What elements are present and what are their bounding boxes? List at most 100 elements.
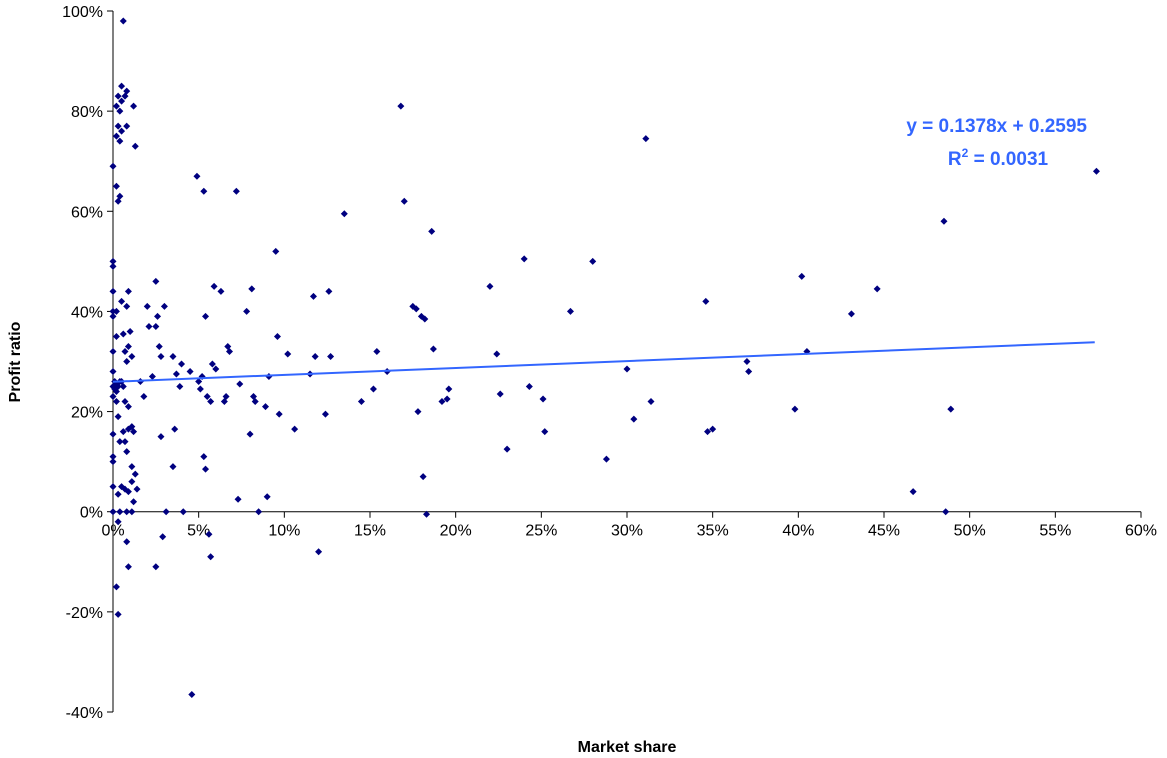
data-point xyxy=(162,508,170,516)
data-point xyxy=(130,428,138,436)
data-point xyxy=(630,415,638,423)
data-point xyxy=(143,302,151,310)
trendline-equation: y = 0.1378x + 0.2595 xyxy=(906,116,1087,137)
data-point xyxy=(109,262,117,270)
data-point xyxy=(400,197,408,205)
data-point xyxy=(114,518,122,526)
data-point xyxy=(118,97,126,105)
r2-superscript: 2 xyxy=(962,146,969,160)
y-ticks: -40% -20% 0% 20% 40% 60% 80% 100% xyxy=(62,4,113,722)
data-point xyxy=(133,485,141,493)
data-point xyxy=(109,368,117,376)
data-point xyxy=(589,257,597,265)
data-point xyxy=(109,312,117,320)
data-point xyxy=(124,342,132,350)
data-point xyxy=(414,408,422,416)
data-point xyxy=(124,488,132,496)
data-point xyxy=(114,490,122,498)
data-point xyxy=(642,135,650,143)
data-point xyxy=(116,508,124,516)
data-point xyxy=(503,445,511,453)
data-point xyxy=(179,508,187,516)
data-point xyxy=(130,102,138,110)
data-point xyxy=(873,285,881,293)
data-point xyxy=(520,255,528,263)
data-point xyxy=(263,493,271,501)
data-point xyxy=(647,398,655,406)
data-point xyxy=(188,690,196,698)
data-point xyxy=(123,448,131,456)
data-point xyxy=(124,425,132,433)
data-point xyxy=(847,310,855,318)
data-point xyxy=(131,470,139,478)
data-point xyxy=(321,410,329,418)
data-point xyxy=(525,383,533,391)
data-point xyxy=(109,483,117,491)
data-point xyxy=(157,433,165,441)
data-point xyxy=(249,393,257,401)
data-point xyxy=(226,347,234,355)
data-point xyxy=(169,352,177,360)
data-point xyxy=(114,92,122,100)
data-point xyxy=(145,322,153,330)
data-point xyxy=(248,285,256,293)
data-point xyxy=(421,315,429,323)
y-axis-title: Profit ratio xyxy=(7,321,24,402)
data-point xyxy=(131,142,139,150)
data-point xyxy=(154,312,162,320)
data-point xyxy=(236,380,244,388)
data-point xyxy=(109,347,117,355)
data-point xyxy=(208,360,216,368)
data-point xyxy=(178,360,186,368)
x-tick-label: 60% xyxy=(1125,523,1157,540)
data-point xyxy=(112,132,120,140)
data-point xyxy=(246,430,254,438)
trendline-r-squared: R2 = 0.0031 xyxy=(948,146,1049,170)
data-point xyxy=(112,398,120,406)
data-point xyxy=(309,292,317,300)
y-tick-label: 0% xyxy=(80,505,103,522)
data-point xyxy=(109,393,117,401)
data-point xyxy=(123,358,131,365)
data-point xyxy=(397,102,405,110)
data-point xyxy=(140,393,148,401)
data-point xyxy=(273,332,281,340)
data-point xyxy=(942,508,950,516)
data-point xyxy=(443,395,451,403)
data-point xyxy=(128,352,136,360)
data-point xyxy=(205,530,213,538)
x-tick-label: 45% xyxy=(868,523,900,540)
data-point xyxy=(272,247,280,255)
data-point xyxy=(203,393,211,401)
data-point xyxy=(109,458,117,466)
r2-value: = 0.0031 xyxy=(968,149,1048,170)
data-point xyxy=(438,398,446,406)
x-tick-label: 25% xyxy=(525,523,557,540)
data-point xyxy=(340,210,348,218)
y-tick-label: 100% xyxy=(62,4,103,21)
data-point xyxy=(116,137,124,145)
x-tick-label: 5% xyxy=(187,523,210,540)
data-point xyxy=(255,508,263,516)
data-point xyxy=(112,102,120,110)
data-point xyxy=(566,307,574,315)
data-point xyxy=(171,425,179,433)
data-point xyxy=(243,307,251,315)
x-tick-label: 40% xyxy=(782,523,814,540)
data-point xyxy=(909,488,917,496)
data-point xyxy=(119,428,127,436)
data-point xyxy=(121,438,129,446)
data-point xyxy=(109,430,117,438)
data-point xyxy=(155,342,163,350)
r2-prefix: R xyxy=(948,149,962,170)
x-tick-label: 35% xyxy=(697,523,729,540)
y-tick-label: -40% xyxy=(66,705,103,722)
x-ticks: 0% 5% 10% 15% 20% 25% 30% 35% 40% 45% 50% 55% 60% xyxy=(101,511,1157,540)
data-point xyxy=(116,438,124,446)
data-point xyxy=(210,282,218,290)
data-point xyxy=(119,17,127,25)
data-point xyxy=(172,370,180,378)
data-point xyxy=(195,378,203,386)
data-point xyxy=(196,385,204,393)
data-point xyxy=(745,368,753,376)
